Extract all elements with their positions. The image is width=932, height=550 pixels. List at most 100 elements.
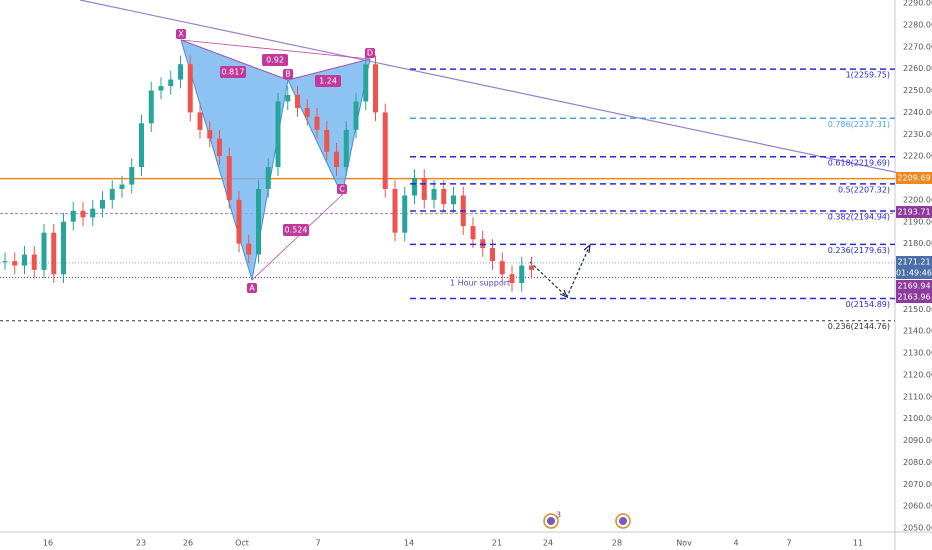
price-tag-text: 2169.94 <box>897 282 930 291</box>
candle <box>236 199 242 244</box>
price-label: 2230.00 <box>903 130 932 139</box>
candle <box>119 184 125 189</box>
candle <box>285 94 291 102</box>
date-label: 14 <box>404 539 414 548</box>
fib-label: 0.618(2219.69) <box>828 158 890 167</box>
candle <box>256 188 261 255</box>
candle <box>265 167 271 189</box>
fib-label: 0.5(2207.32) <box>838 185 890 194</box>
point-badge <box>247 283 257 293</box>
candle <box>451 195 456 205</box>
price-tag-text: 2193.71 <box>897 208 930 217</box>
point-badge <box>176 29 186 39</box>
candle <box>441 188 447 205</box>
candle <box>80 210 86 218</box>
price-label: 2200.00 <box>903 195 932 204</box>
pattern-leg <box>180 39 289 81</box>
ratio-label: 0.817 <box>222 68 245 77</box>
pattern-leg <box>251 194 343 281</box>
annotation: 1 Hour support <box>450 279 510 288</box>
candle <box>412 178 417 196</box>
candle <box>61 221 66 275</box>
point-badge <box>283 69 293 79</box>
candle <box>343 129 349 168</box>
fib-label: 0.236(2144.76) <box>828 322 890 331</box>
date-label: 16 <box>43 539 53 548</box>
candle <box>499 261 505 275</box>
candle <box>168 79 174 87</box>
candle <box>529 265 534 270</box>
price-label: 2060.00 <box>903 502 932 511</box>
price-label: 2190.00 <box>903 217 932 226</box>
candle <box>226 156 232 200</box>
candle <box>12 261 18 266</box>
price-tag-text: 2209.69 <box>897 174 930 183</box>
candle <box>31 254 37 270</box>
date-label: 24 <box>543 539 553 548</box>
price-label: 2270.00 <box>903 42 932 51</box>
price-tag-text: 2171.21 <box>897 258 930 267</box>
ratio-badge <box>315 75 341 87</box>
price-label: 2280.00 <box>903 20 932 29</box>
fib-label: 0.786(2237.31) <box>828 120 890 129</box>
candle <box>90 208 96 218</box>
candle <box>41 232 47 270</box>
candle <box>2 261 8 263</box>
candle <box>207 129 213 139</box>
ratio-label: 0.92 <box>266 56 284 65</box>
price-tag-text: 2163.96 <box>897 293 930 302</box>
candle <box>129 167 135 185</box>
price-label: 2220.00 <box>903 152 932 161</box>
pattern-leg <box>287 58 371 81</box>
price-label: 2080.00 <box>903 458 932 467</box>
candle <box>158 86 164 91</box>
point-badge <box>337 184 347 194</box>
candle <box>217 138 222 157</box>
fib-label: 0(2154.89) <box>846 300 890 309</box>
price-label: 2120.00 <box>903 370 932 379</box>
candle <box>246 243 252 255</box>
ratio-label: 1.24 <box>319 77 337 86</box>
point-label: X <box>178 30 184 39</box>
price-label: 2130.00 <box>903 349 932 358</box>
candle <box>109 188 115 200</box>
candle <box>519 265 525 283</box>
price-label: 2290.00 <box>903 0 932 8</box>
candle <box>382 112 388 189</box>
price-tag <box>896 206 932 218</box>
candle <box>295 94 300 108</box>
ratio-badge <box>220 66 246 78</box>
candle <box>353 101 359 130</box>
point-badge <box>365 48 375 58</box>
date-label: Nov <box>676 539 692 548</box>
candle <box>70 210 76 222</box>
price-label: 2090.00 <box>903 436 932 445</box>
fib-label: 0.382(2194.94) <box>828 212 890 221</box>
price-label: 2240.00 <box>903 108 932 117</box>
candle <box>421 178 427 200</box>
date-label: 7 <box>315 539 320 548</box>
trend-line <box>79 0 932 181</box>
candle <box>197 112 203 130</box>
price-label: 2070.00 <box>903 480 932 489</box>
price-tag <box>896 291 932 303</box>
price-tag <box>896 267 932 279</box>
candle <box>509 274 515 283</box>
fib-label: 0.236(2179.63) <box>828 246 890 255</box>
price-tag <box>896 280 932 292</box>
point-label: B <box>285 70 291 79</box>
date-label: 4 <box>733 539 738 548</box>
date-label: 28 <box>612 539 622 548</box>
candle <box>187 64 193 113</box>
candle <box>51 232 57 275</box>
candle <box>304 108 310 117</box>
candle <box>480 239 486 248</box>
candle <box>178 64 183 80</box>
ratio-badge <box>283 224 309 236</box>
event-icon-inner <box>547 517 555 525</box>
price-tag <box>896 256 932 268</box>
date-label: Oct <box>235 539 249 548</box>
price-tag-text: 01:49:46 <box>896 269 932 278</box>
point-label: A <box>249 284 255 293</box>
